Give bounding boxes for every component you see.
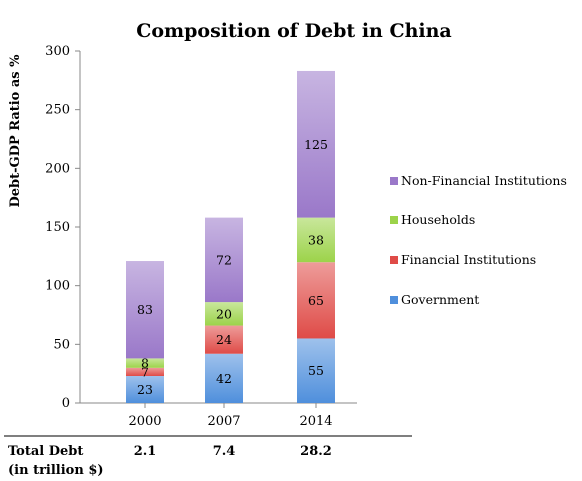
data-label: 72: [216, 252, 232, 267]
bar-segment: [205, 353, 243, 403]
total-debt-unit: (in trillion $): [8, 463, 104, 478]
bar-segment: [126, 261, 164, 359]
legend-swatch: [390, 296, 398, 304]
bars: 23 78 83 42 24 20 72 55 65 38 125: [126, 70, 335, 403]
y-tick-label: 200: [45, 161, 70, 176]
legend-label: Households: [401, 212, 475, 227]
axes: 0 50 100 150 200 250 300 2000 2007 2014: [45, 44, 357, 429]
data-label: 65: [308, 293, 324, 308]
bar-segment: [297, 262, 335, 339]
y-tick-label: 0: [62, 396, 70, 411]
data-label: 125: [304, 137, 328, 152]
bar-segment: [205, 217, 243, 303]
y-tick-label: 250: [45, 103, 70, 118]
x-tick-label: 2007: [207, 414, 240, 429]
legend-swatch: [390, 216, 398, 224]
data-label: 42: [216, 371, 232, 386]
bar-segment: [297, 338, 335, 403]
total-debt-label: Total Debt: [8, 444, 83, 459]
legend-swatch: [390, 256, 398, 264]
bar-segment: [205, 325, 243, 354]
total-value: 2.1: [134, 444, 157, 459]
data-label: 7: [141, 364, 149, 379]
data-label: 8: [141, 356, 149, 371]
chart-title: Composition of Debt in China: [136, 20, 452, 42]
data-label: 83: [137, 302, 153, 317]
y-tick-label: 50: [53, 337, 70, 352]
bar-segment: [205, 302, 243, 326]
data-label: 24: [216, 332, 232, 347]
total-value: 7.4: [213, 444, 236, 459]
legend-label: Financial Institutions: [401, 252, 536, 267]
bar-segment: [297, 217, 335, 263]
total-value: 28.2: [300, 444, 332, 459]
y-tick-label: 150: [45, 220, 70, 235]
legend-label: Government: [401, 292, 479, 307]
legend: Non-Financial Institutions Households Fina…: [390, 173, 567, 307]
data-label: 23: [137, 382, 153, 397]
data-label: 55: [308, 363, 324, 378]
x-tick-label: 2000: [128, 414, 161, 429]
legend-label: Non-Financial Institutions: [401, 173, 567, 188]
data-label: 38: [308, 232, 324, 247]
y-tick-label: 300: [45, 44, 70, 59]
bar-segment: [126, 367, 164, 377]
data-label: 20: [216, 306, 232, 321]
totals-row: Total Debt (in trillion $) 2.1 7.4 28.2: [4, 435, 412, 478]
y-axis-label: Debt-GDP Ratio as %: [8, 54, 23, 208]
bar-segment: [126, 376, 164, 403]
x-tick-label: 2014: [299, 414, 332, 429]
y-tick-label: 100: [45, 279, 70, 294]
bar-segment: [126, 358, 164, 368]
bar-segment: [297, 70, 335, 218]
legend-swatch: [390, 177, 398, 185]
